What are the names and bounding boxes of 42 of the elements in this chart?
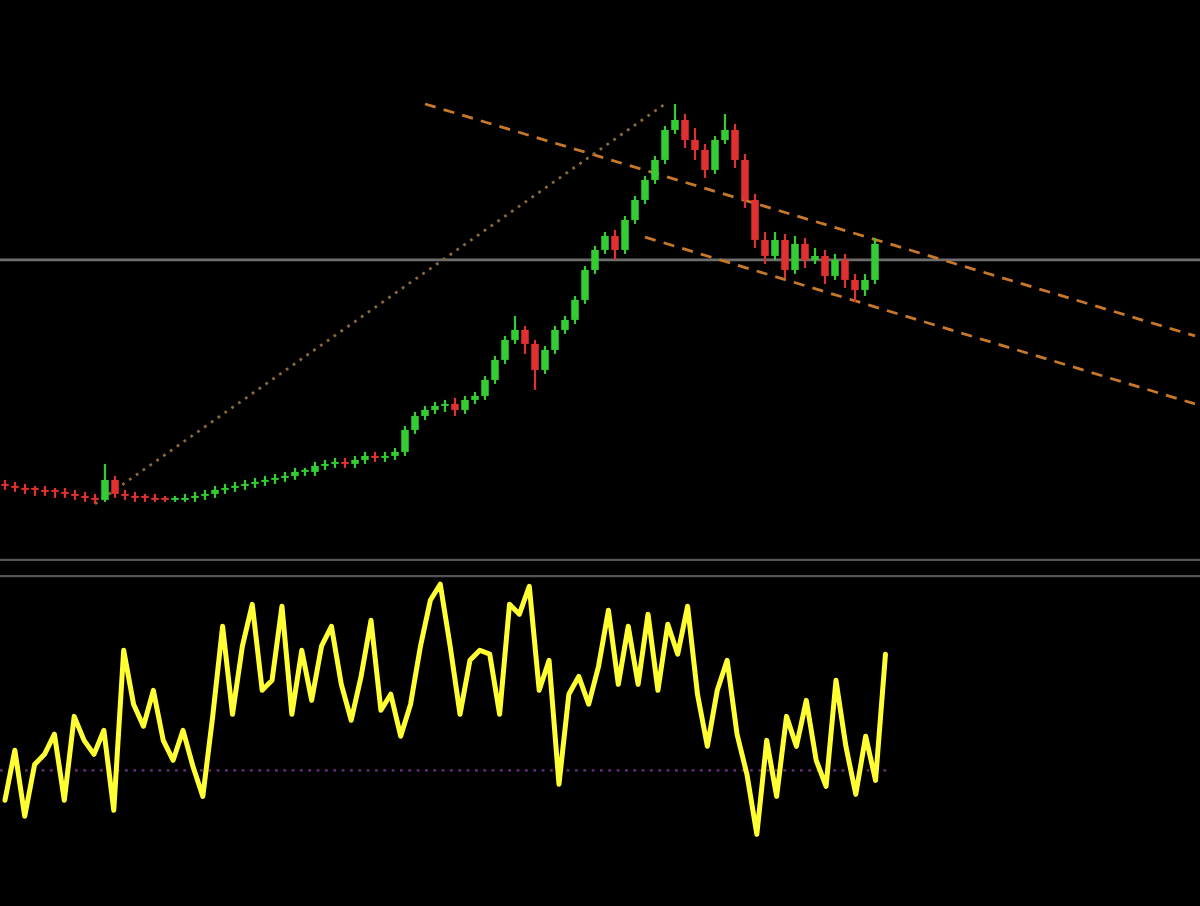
candlestick <box>841 252 849 290</box>
candlestick <box>741 152 749 210</box>
candlestick <box>661 124 669 166</box>
candlestick <box>871 236 879 286</box>
candlestick <box>711 134 719 176</box>
candlestick <box>571 294 579 326</box>
candlestick <box>621 214 629 256</box>
candlestick <box>521 324 529 356</box>
candlestick <box>111 474 119 500</box>
candlestick <box>701 142 709 180</box>
candlestick <box>761 230 769 266</box>
candlestick <box>491 354 499 386</box>
candlestick <box>591 244 599 276</box>
candlestick <box>531 338 539 392</box>
candlestick <box>751 192 759 250</box>
candlestick <box>731 122 739 170</box>
candlestick <box>401 424 409 458</box>
candlestick <box>851 272 859 304</box>
candlestick <box>511 314 519 346</box>
candlestick <box>691 126 699 162</box>
candlestick <box>611 228 619 262</box>
candlestick <box>801 236 809 270</box>
candlestick <box>791 234 799 276</box>
candlestick <box>831 252 839 282</box>
candlestick <box>641 174 649 206</box>
candlestick <box>541 344 549 376</box>
candlestick <box>781 232 789 280</box>
candlestick <box>861 272 869 298</box>
candlestick <box>821 248 829 286</box>
candlestick <box>481 374 489 402</box>
candlestick <box>581 264 589 306</box>
candlestick <box>411 410 419 436</box>
candlestick <box>681 112 689 150</box>
candlestick <box>671 102 679 136</box>
candlestick <box>651 154 659 186</box>
candlestick <box>721 112 729 146</box>
candlestick <box>631 194 639 226</box>
candlestick <box>601 230 609 256</box>
candlestick <box>501 334 509 366</box>
candlestick <box>551 324 559 356</box>
candlestick <box>771 230 779 262</box>
candlestick <box>101 462 109 504</box>
